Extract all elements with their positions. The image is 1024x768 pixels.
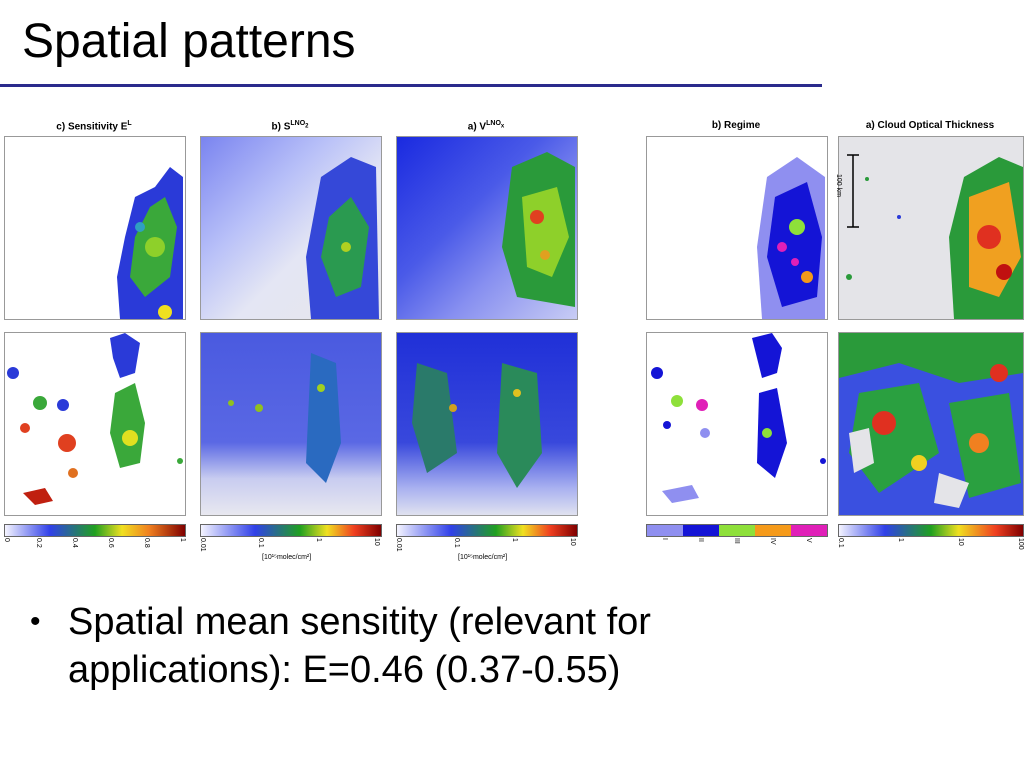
regime-swatch-iv (755, 525, 791, 536)
tick-label: IV (769, 538, 776, 545)
map-cot-bottom (838, 332, 1024, 516)
colorbar-regime (646, 524, 828, 537)
tick-label: 0.4 (71, 538, 78, 548)
tick-label: 0.6 (107, 538, 114, 548)
panel-title-s-lno2: b) SLNO2 (271, 120, 309, 133)
colorbar-s-lno2 (200, 524, 382, 537)
map-cot-top (838, 136, 1024, 320)
figure-left: c) Sensitivity EL b) SLNO2 a) VLNOx (0, 112, 584, 564)
tick-label: 1 (511, 538, 518, 542)
tick-label: V (805, 538, 812, 543)
panel-title-cot: a) Cloud Optical Thickness (865, 120, 995, 131)
bullet-text: Spatial mean sensitity (relevant for app… (68, 601, 651, 691)
tick-label: 0.8 (143, 538, 150, 548)
panel-title-regime: b) Regime (711, 120, 761, 131)
colorbar-v-lnox (396, 524, 578, 537)
title-underline (0, 84, 822, 87)
tick-label: 0.1 (453, 538, 460, 548)
tick-label: 0.2 (35, 538, 42, 548)
tick-label: 1 (897, 538, 904, 542)
slide-title: Spatial patterns (22, 15, 356, 68)
figure-right: b) Regime a) Cloud Optical Thickness 100… (640, 112, 1024, 552)
regime-swatch-iii (719, 525, 755, 536)
bullet-marker: • (30, 605, 41, 638)
tick-label: III (733, 538, 740, 544)
tick-label: I (661, 538, 668, 540)
map-sensitivity-top (4, 136, 186, 320)
map-v-lnox-bottom (396, 332, 578, 516)
map-v-lnox-top (396, 136, 578, 320)
panel-title-v-lnox: a) VLNOx (467, 120, 505, 133)
tick-label: 1 (179, 538, 186, 542)
tick-label: II (697, 538, 704, 542)
colorbar-cot (838, 524, 1024, 537)
map-s-lno2-top (200, 136, 382, 320)
colorbar-sensitivity (4, 524, 186, 537)
regime-swatch-i (647, 525, 683, 536)
tick-label: 0.1 (257, 538, 264, 548)
regime-swatch-ii (683, 525, 719, 536)
map-s-lno2-bottom (200, 332, 382, 516)
panel-title-sensitivity: c) Sensitivity EL (56, 120, 132, 133)
map-sensitivity-bottom (4, 332, 186, 516)
tick-label: 100 (1017, 538, 1024, 550)
regime-swatch-v (791, 525, 827, 536)
tick-label: 10 (957, 538, 964, 546)
colorbar-unit: [10¹⁵molec/cm²] (262, 554, 312, 561)
tick-label: 0.01 (199, 538, 206, 552)
map-regime-top (646, 136, 828, 320)
colorbar-unit: [10¹⁵molec/cm²] (458, 554, 508, 561)
tick-label: 0 (3, 538, 10, 542)
tick-label: 10 (569, 538, 576, 546)
map-regime-bottom (646, 332, 828, 516)
tick-label: 0.1 (837, 538, 844, 548)
tick-label: 10 (373, 538, 380, 546)
tick-label: 1 (315, 538, 322, 542)
scale-bar-label: 100 km (835, 174, 842, 197)
tick-label: 0.01 (395, 538, 402, 552)
